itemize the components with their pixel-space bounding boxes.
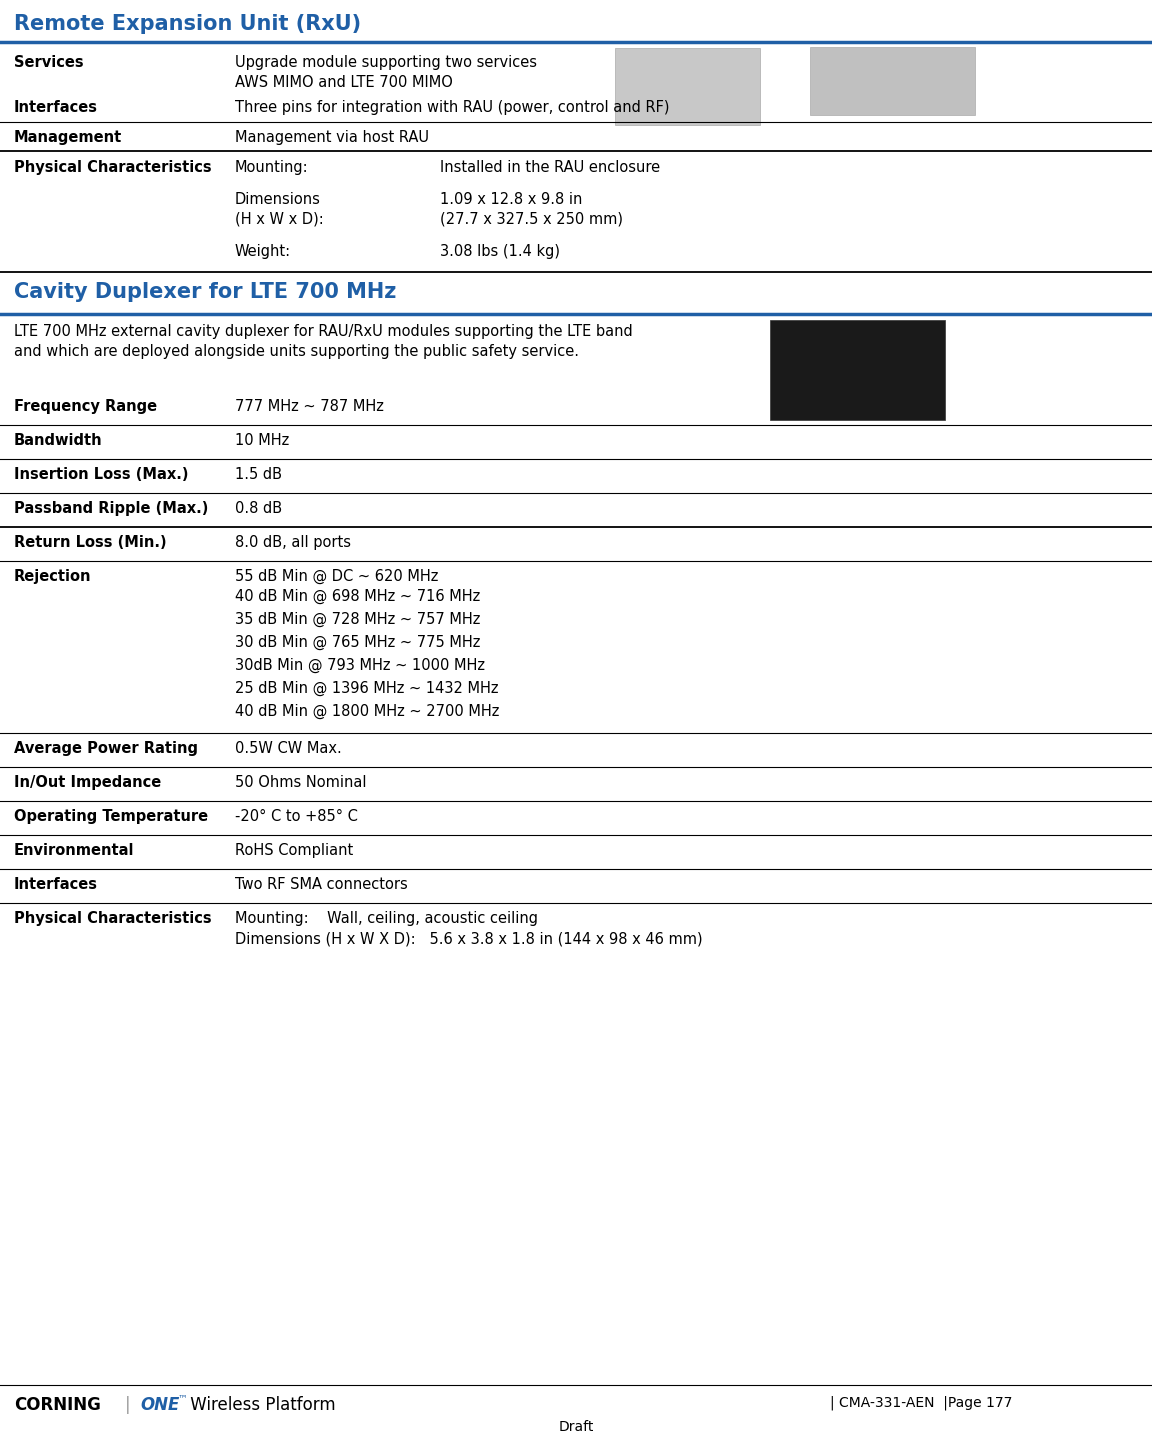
Text: 1.09 x 12.8 x 9.8 in: 1.09 x 12.8 x 9.8 in [440,192,583,207]
Text: Weight:: Weight: [235,243,291,259]
Text: Bandwidth: Bandwidth [14,433,103,448]
Text: Operating Temperature: Operating Temperature [14,809,209,824]
Text: Remote Expansion Unit (RxU): Remote Expansion Unit (RxU) [14,14,361,35]
Text: Management via host RAU: Management via host RAU [235,130,429,145]
Text: 35 dB Min @ 728 MHz ~ 757 MHz: 35 dB Min @ 728 MHz ~ 757 MHz [235,612,480,628]
Text: Dimensions (H x W X D):   5.6 x 3.8 x 1.8 in (144 x 98 x 46 mm): Dimensions (H x W X D): 5.6 x 3.8 x 1.8 … [235,932,703,946]
Text: 0.5W CW Max.: 0.5W CW Max. [235,742,342,756]
Text: 50 Ohms Nominal: 50 Ohms Nominal [235,775,366,791]
Text: Installed in the RAU enclosure: Installed in the RAU enclosure [440,160,660,176]
Text: Return Loss (Min.): Return Loss (Min.) [14,536,167,550]
Text: RoHS Compliant: RoHS Compliant [235,842,354,858]
Text: 30dB Min @ 793 MHz ~ 1000 MHz: 30dB Min @ 793 MHz ~ 1000 MHz [235,658,485,674]
Text: -20° C to +85° C: -20° C to +85° C [235,809,358,824]
Bar [615,48,760,125]
Text: Passband Ripple (Max.): Passband Ripple (Max.) [14,501,209,516]
Text: 25 dB Min @ 1396 MHz ~ 1432 MHz: 25 dB Min @ 1396 MHz ~ 1432 MHz [235,681,499,696]
Bar [810,48,975,115]
Text: Wireless Platform: Wireless Platform [185,1395,335,1414]
Text: 40 dB Min @ 698 MHz ~ 716 MHz: 40 dB Min @ 698 MHz ~ 716 MHz [235,589,480,605]
Text: (27.7 x 327.5 x 250 mm): (27.7 x 327.5 x 250 mm) [440,212,623,228]
Text: Frequency Range: Frequency Range [14,399,157,415]
Text: 30 dB Min @ 765 MHz ~ 775 MHz: 30 dB Min @ 765 MHz ~ 775 MHz [235,635,480,651]
Text: Mounting:: Mounting: [235,160,309,176]
Text: (H x W x D):: (H x W x D): [235,212,324,228]
Text: 0.8 dB: 0.8 dB [235,501,282,516]
Text: Physical Characteristics: Physical Characteristics [14,160,212,176]
Text: | CMA-331-AEN  |Page 177: | CMA-331-AEN |Page 177 [829,1395,1013,1411]
Text: 40 dB Min @ 1800 MHz ~ 2700 MHz: 40 dB Min @ 1800 MHz ~ 2700 MHz [235,704,499,719]
Text: LTE 700 MHz external cavity duplexer for RAU/RxU modules supporting the LTE band: LTE 700 MHz external cavity duplexer for… [14,324,632,338]
Text: 3.08 lbs (1.4 kg): 3.08 lbs (1.4 kg) [440,243,560,259]
Text: Upgrade module supporting two services: Upgrade module supporting two services [235,55,537,71]
Text: Insertion Loss (Max.): Insertion Loss (Max.) [14,467,189,482]
Text: Three pins for integration with RAU (power, control and RF): Three pins for integration with RAU (pow… [235,99,669,115]
Text: Cavity Duplexer for LTE 700 MHz: Cavity Duplexer for LTE 700 MHz [14,282,396,302]
Text: Dimensions: Dimensions [235,192,321,207]
Text: 10 MHz: 10 MHz [235,433,289,448]
Text: ONE: ONE [141,1395,180,1414]
Text: Interfaces: Interfaces [14,877,98,891]
Text: Rejection: Rejection [14,569,91,585]
Text: Management: Management [14,130,122,145]
Text: Mounting:    Wall, ceiling, acoustic ceiling: Mounting: Wall, ceiling, acoustic ceilin… [235,912,538,926]
Text: |: | [126,1395,130,1414]
Text: AWS MIMO and LTE 700 MIMO: AWS MIMO and LTE 700 MIMO [235,75,453,89]
Text: Interfaces: Interfaces [14,99,98,115]
Text: Two RF SMA connectors: Two RF SMA connectors [235,877,408,891]
Text: Draft: Draft [559,1420,593,1434]
Text: 777 MHz ~ 787 MHz: 777 MHz ~ 787 MHz [235,399,384,415]
Text: and which are deployed alongside units supporting the public safety service.: and which are deployed alongside units s… [14,344,579,359]
Text: ™: ™ [179,1392,188,1403]
Text: Environmental: Environmental [14,842,135,858]
Text: Physical Characteristics: Physical Characteristics [14,912,212,926]
Text: In/Out Impedance: In/Out Impedance [14,775,161,791]
Text: CORNING: CORNING [14,1395,101,1414]
Text: Services: Services [14,55,84,71]
Text: Average Power Rating: Average Power Rating [14,742,198,756]
Text: 55 dB Min @ DC ~ 620 MHz: 55 dB Min @ DC ~ 620 MHz [235,569,439,585]
Text: 1.5 dB: 1.5 dB [235,467,282,482]
Text: 8.0 dB, all ports: 8.0 dB, all ports [235,536,351,550]
Bar [770,320,945,420]
